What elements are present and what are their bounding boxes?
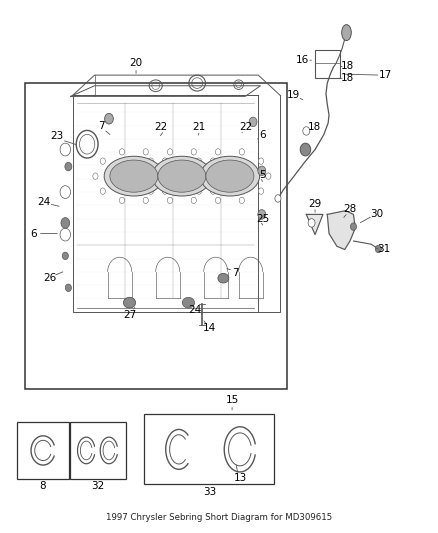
Circle shape bbox=[143, 197, 148, 204]
Circle shape bbox=[350, 223, 357, 230]
Text: 17: 17 bbox=[379, 70, 392, 80]
Text: 7: 7 bbox=[98, 121, 104, 131]
Circle shape bbox=[218, 173, 223, 179]
Text: 27: 27 bbox=[123, 310, 136, 320]
Ellipse shape bbox=[206, 160, 254, 192]
Circle shape bbox=[258, 209, 266, 219]
Circle shape bbox=[275, 195, 281, 202]
Text: 21: 21 bbox=[193, 122, 206, 132]
Text: 6: 6 bbox=[30, 229, 37, 239]
Circle shape bbox=[303, 127, 310, 135]
Circle shape bbox=[239, 197, 244, 204]
Polygon shape bbox=[306, 214, 323, 235]
Ellipse shape bbox=[342, 25, 351, 41]
Ellipse shape bbox=[158, 160, 206, 192]
Text: 29: 29 bbox=[308, 199, 321, 209]
Circle shape bbox=[191, 149, 196, 155]
Text: 22: 22 bbox=[240, 122, 253, 132]
Text: 1997 Chrysler Sebring Short Diagram for MD309615: 1997 Chrysler Sebring Short Diagram for … bbox=[106, 513, 332, 522]
Circle shape bbox=[148, 158, 153, 164]
Bar bbox=[315, 50, 340, 78]
Circle shape bbox=[65, 163, 72, 171]
Circle shape bbox=[196, 188, 201, 195]
Circle shape bbox=[210, 188, 215, 195]
Circle shape bbox=[189, 173, 194, 179]
Text: 32: 32 bbox=[91, 481, 104, 490]
Text: 13: 13 bbox=[233, 473, 247, 483]
Circle shape bbox=[141, 173, 146, 179]
Bar bbox=[17, 422, 69, 479]
Ellipse shape bbox=[152, 156, 212, 196]
Text: 23: 23 bbox=[50, 131, 63, 141]
Circle shape bbox=[60, 185, 71, 198]
Circle shape bbox=[258, 158, 264, 164]
Circle shape bbox=[196, 158, 201, 164]
Circle shape bbox=[120, 197, 124, 204]
Circle shape bbox=[148, 188, 153, 195]
Circle shape bbox=[105, 114, 113, 124]
Text: 19: 19 bbox=[286, 90, 300, 100]
Ellipse shape bbox=[110, 160, 158, 192]
Text: 30: 30 bbox=[371, 209, 384, 220]
Circle shape bbox=[249, 117, 257, 127]
Circle shape bbox=[120, 149, 124, 155]
Text: 20: 20 bbox=[130, 59, 143, 68]
Text: 5: 5 bbox=[259, 170, 266, 180]
Text: 16: 16 bbox=[295, 55, 309, 65]
Text: 22: 22 bbox=[155, 122, 168, 132]
Circle shape bbox=[65, 284, 71, 292]
Circle shape bbox=[143, 149, 148, 155]
Circle shape bbox=[300, 143, 311, 156]
Circle shape bbox=[100, 158, 106, 164]
Circle shape bbox=[239, 149, 244, 155]
Text: 15: 15 bbox=[226, 395, 239, 406]
Circle shape bbox=[308, 219, 315, 227]
Bar bbox=[144, 414, 274, 484]
Ellipse shape bbox=[182, 297, 194, 308]
Circle shape bbox=[60, 228, 71, 241]
Polygon shape bbox=[327, 211, 355, 249]
Circle shape bbox=[258, 166, 266, 175]
Circle shape bbox=[215, 197, 221, 204]
Circle shape bbox=[215, 149, 221, 155]
Circle shape bbox=[100, 188, 106, 195]
Circle shape bbox=[210, 158, 215, 164]
Text: 24: 24 bbox=[188, 305, 201, 315]
Circle shape bbox=[162, 188, 168, 195]
Circle shape bbox=[170, 173, 175, 179]
Bar bbox=[70, 422, 126, 479]
Bar bbox=[25, 83, 287, 389]
Text: 18: 18 bbox=[341, 61, 354, 70]
Text: 26: 26 bbox=[43, 273, 56, 283]
Text: 33: 33 bbox=[203, 487, 216, 497]
Ellipse shape bbox=[104, 156, 163, 196]
Ellipse shape bbox=[200, 156, 260, 196]
Circle shape bbox=[62, 252, 68, 260]
Circle shape bbox=[93, 173, 98, 179]
Text: 7: 7 bbox=[232, 268, 239, 278]
Text: 25: 25 bbox=[256, 214, 269, 224]
Circle shape bbox=[266, 173, 271, 179]
Text: 28: 28 bbox=[343, 204, 357, 214]
Ellipse shape bbox=[218, 273, 229, 283]
Text: 24: 24 bbox=[37, 197, 50, 207]
Circle shape bbox=[258, 188, 264, 195]
Text: 18: 18 bbox=[307, 122, 321, 132]
Circle shape bbox=[191, 197, 196, 204]
Circle shape bbox=[60, 143, 71, 156]
Text: 8: 8 bbox=[40, 481, 46, 490]
Circle shape bbox=[167, 197, 173, 204]
Ellipse shape bbox=[124, 297, 136, 308]
Circle shape bbox=[167, 149, 173, 155]
Circle shape bbox=[61, 217, 70, 228]
Circle shape bbox=[375, 245, 381, 253]
Text: 18: 18 bbox=[341, 73, 354, 83]
Text: 31: 31 bbox=[378, 245, 391, 254]
Text: 6: 6 bbox=[259, 130, 266, 140]
Circle shape bbox=[162, 158, 168, 164]
Text: 14: 14 bbox=[203, 322, 216, 333]
